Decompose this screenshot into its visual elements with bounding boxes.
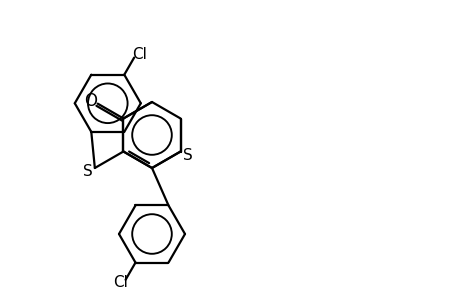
Text: S: S: [83, 164, 93, 179]
Text: O: O: [84, 92, 97, 110]
Text: S: S: [182, 148, 192, 163]
Text: Cl: Cl: [132, 47, 147, 62]
Text: Cl: Cl: [112, 275, 127, 290]
